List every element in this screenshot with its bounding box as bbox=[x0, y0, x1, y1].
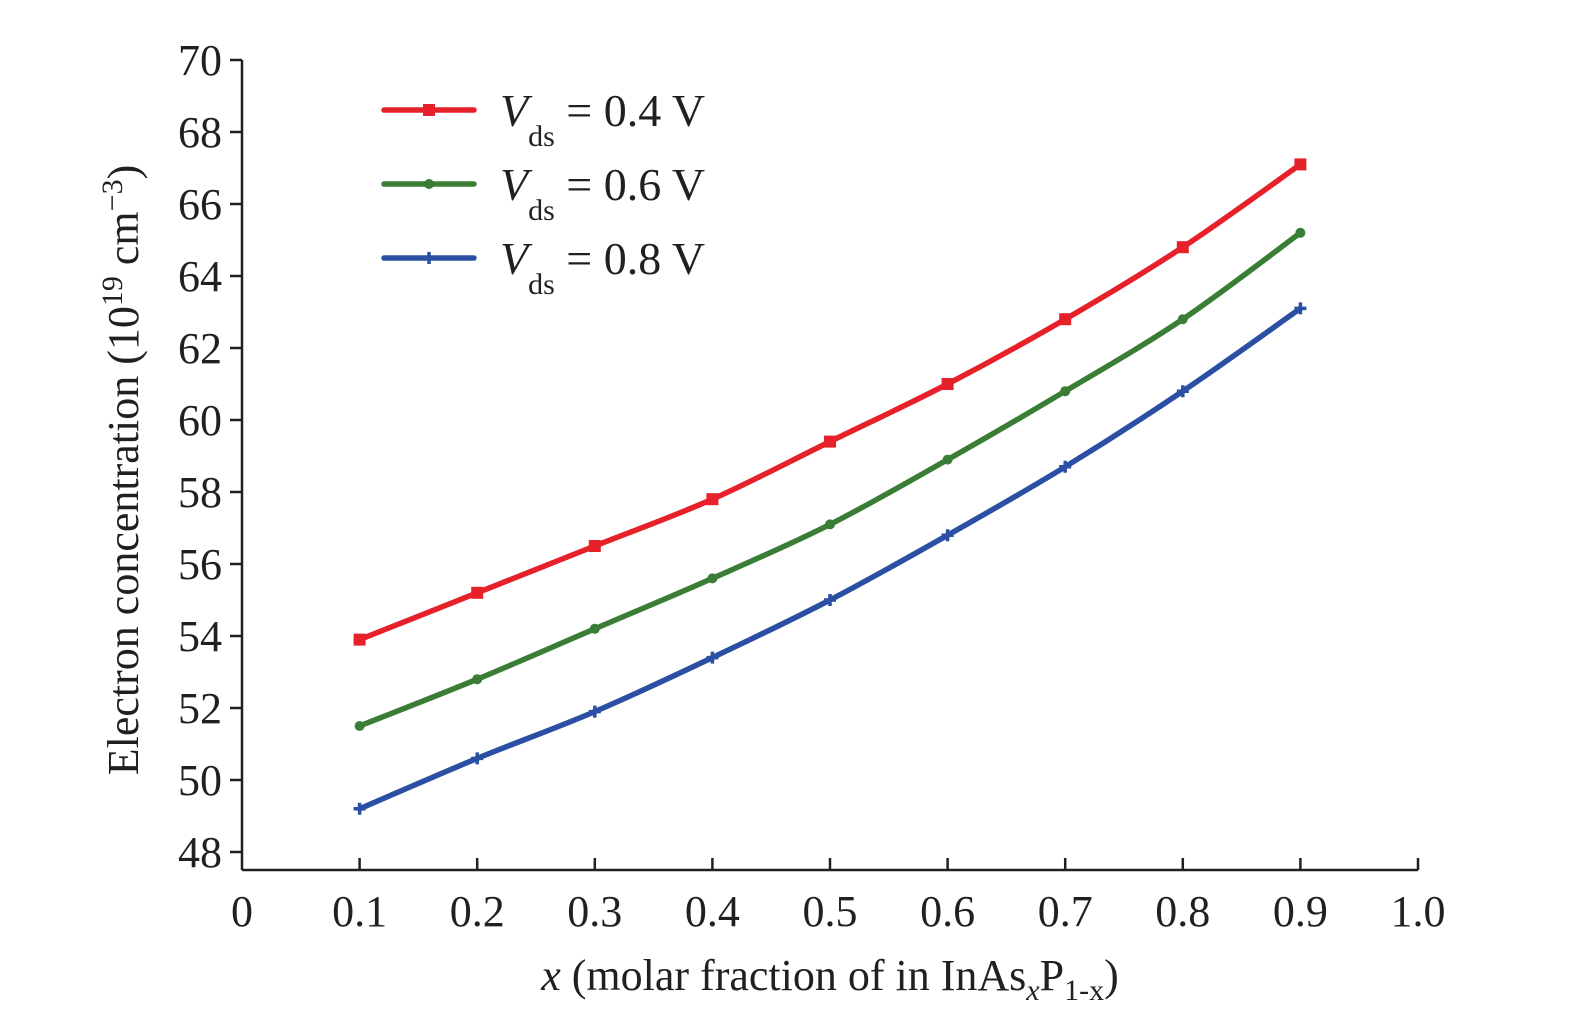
series-1-line bbox=[356, 230, 1304, 729]
series-2-point-4 bbox=[824, 594, 836, 606]
x-tick-label-6: 0.6 bbox=[920, 887, 975, 936]
series-2-point-6 bbox=[1059, 460, 1072, 473]
series-0-point-0 bbox=[353, 633, 366, 646]
y-tick-label-3: 54 bbox=[178, 612, 222, 661]
x-axis-label: x (molar fraction of in InAsxP1-x) bbox=[540, 951, 1119, 1007]
series-1-point-1 bbox=[472, 674, 483, 685]
x-tick-label-5: 0.5 bbox=[803, 887, 858, 936]
y-tick-label-6: 60 bbox=[178, 396, 222, 445]
y-tick-label-2: 52 bbox=[178, 684, 222, 733]
series-2-point-8 bbox=[1294, 302, 1307, 315]
series-0-point-3 bbox=[706, 493, 719, 506]
y-tick-label-1: 50 bbox=[178, 756, 222, 805]
y-tick-label-7: 62 bbox=[178, 324, 222, 373]
series-0-point-8 bbox=[1294, 158, 1307, 171]
series-1-point-6 bbox=[1060, 386, 1071, 397]
series-2-point-5 bbox=[941, 529, 954, 542]
y-tick-label-8: 64 bbox=[178, 252, 222, 301]
series-2-point-2 bbox=[588, 705, 601, 718]
x-tick-label-1: 0.1 bbox=[332, 887, 387, 936]
y-tick-label-5: 58 bbox=[178, 468, 222, 517]
series-0-point-7 bbox=[1176, 241, 1189, 254]
y-axis-label: Electron concentration (1019 cm−3) bbox=[96, 165, 148, 775]
x-tick-label-7: 0.7 bbox=[1038, 887, 1093, 936]
series-1-point-7 bbox=[1177, 314, 1188, 325]
legend-label-0: Vds = 0.4 V bbox=[500, 85, 705, 153]
series-0-point-6 bbox=[1059, 313, 1072, 326]
x-tick-label-3: 0.3 bbox=[567, 887, 622, 936]
series-1-point-3 bbox=[707, 573, 718, 584]
x-tick-label-2: 0.2 bbox=[450, 887, 505, 936]
series-2-point-7 bbox=[1176, 385, 1189, 398]
legend-marker-2 bbox=[423, 252, 435, 264]
legend-label-1: Vds = 0.6 V bbox=[500, 159, 705, 227]
x-tick-label-10: 1.0 bbox=[1391, 887, 1446, 936]
series-1-point-2 bbox=[589, 623, 600, 634]
series-1-point-5 bbox=[942, 454, 953, 465]
series-0-point-1 bbox=[471, 586, 484, 599]
series-2-point-1 bbox=[471, 752, 484, 765]
legend-marker-0 bbox=[423, 104, 435, 116]
series-1-point-0 bbox=[354, 721, 365, 731]
series-0-point-4 bbox=[824, 435, 836, 448]
y-ticks: 48 50 52 54 56 58 60 62 64 66 68 70 bbox=[178, 36, 242, 877]
series-2-point-3 bbox=[706, 651, 719, 664]
y-tick-label-9: 66 bbox=[178, 180, 222, 229]
y-tick-label-11: 70 bbox=[178, 36, 222, 85]
series-2-point-0 bbox=[353, 802, 366, 815]
legend-marker-1 bbox=[424, 179, 434, 189]
x-tick-label-8: 0.8 bbox=[1155, 887, 1210, 936]
series-1-point-4 bbox=[825, 519, 835, 530]
x-ticks: 0 0.1 0.2 0.3 0.4 0.5 0.6 0.7 0.8 0.9 1.0 bbox=[231, 858, 1446, 936]
x-tick-label-4: 0.4 bbox=[685, 887, 740, 936]
x-tick-label-0: 0 bbox=[231, 887, 253, 936]
x-tick-label-9: 0.9 bbox=[1273, 887, 1328, 936]
y-tick-label-0: 48 bbox=[178, 828, 222, 877]
series-layer bbox=[353, 158, 1307, 815]
y-tick-label-4: 56 bbox=[178, 540, 222, 589]
y-tick-label-10: 68 bbox=[178, 108, 222, 157]
legend-label-2: Vds = 0.8 V bbox=[500, 233, 705, 301]
series-0-point-2 bbox=[588, 540, 601, 552]
series-1-point-8 bbox=[1295, 227, 1306, 238]
series-2-line bbox=[356, 305, 1304, 812]
series-0-point-5 bbox=[941, 378, 954, 390]
